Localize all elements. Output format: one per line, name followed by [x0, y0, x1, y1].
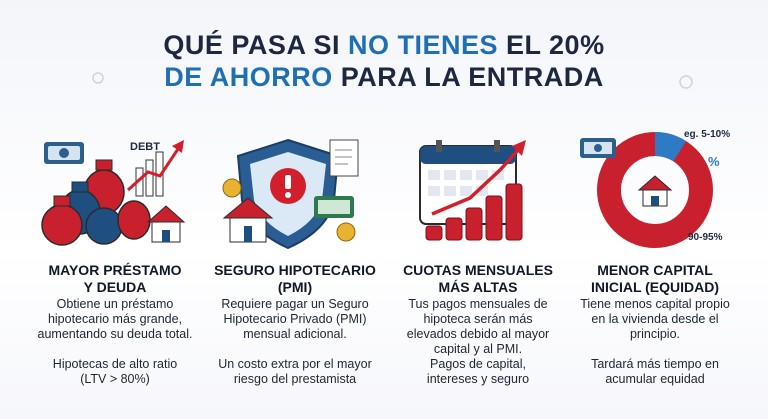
decor: [679, 75, 693, 89]
column-description: Obtiene un préstamo hipotecario más grand…: [22, 297, 208, 342]
decor: [92, 72, 104, 84]
description-line: aumentando su deuda total.: [37, 327, 193, 341]
title-line: DE AHORRO PARA LA ENTRADA: [0, 62, 768, 93]
title-text: QUÉ PASA SI: [163, 30, 340, 60]
heading-line: CUOTAS MENSUALES: [403, 262, 553, 278]
note-line: Hipotecas de alto ratio: [52, 357, 178, 371]
equity-icon: [580, 132, 713, 248]
note-line: Tardará más tiempo en: [591, 357, 719, 371]
column-note: Tardará más tiempo en acumular equidad: [562, 357, 748, 387]
description-line: Tus pagos mensuales de: [408, 297, 548, 311]
column-heading: CUOTAS MENSUALES MÁS ALTAS: [385, 262, 571, 296]
payments-icon: [419, 140, 526, 241]
description-line: en la vivienda desde el: [591, 312, 719, 326]
heading-line: (PMI): [277, 279, 313, 295]
heading-line: MAYOR PRÉSTAMO: [48, 262, 182, 278]
description-line: Requiere pagar un Seguro: [221, 297, 369, 311]
title-text: PARA LA ENTRADA: [340, 62, 604, 92]
column-heading: SEGURO HIPOTECARIO (PMI): [202, 262, 388, 296]
description-line: hipotecario más grande,: [47, 312, 183, 326]
debt-icon: [41, 140, 186, 246]
note-line: riesgo del prestamista: [233, 372, 357, 386]
heading-line: SEGURO HIPOTECARIO: [214, 262, 376, 278]
title-text: EL 20%: [506, 30, 605, 60]
title-highlight: NO TIENES: [347, 30, 498, 60]
heading-line: MENOR CAPITAL: [597, 262, 713, 278]
description-line: elevados debido al mayor: [406, 327, 550, 341]
column-heading: MENOR CAPITAL INICIAL (EQUIDAD): [562, 262, 748, 296]
column-description: Tiene menos capital propio en la vivienda…: [562, 297, 748, 342]
note-line: Pagos de capital,: [430, 357, 526, 371]
description-line: Obtiene un préstamo: [56, 297, 174, 311]
description-line: capital y al PMI.: [433, 342, 523, 356]
column-description: Tus pagos mensuales de hipoteca serán más…: [385, 297, 571, 357]
heading-line: INICIAL (EQUIDAD): [590, 279, 720, 295]
column-description: Requiere pagar un Seguro Hipotecario Priv…: [202, 297, 388, 342]
description-line: Hipotecario Privado (PMI): [223, 312, 367, 326]
icon-label: DEBT: [130, 141, 160, 153]
note-line: (LTV > 80%): [80, 372, 150, 386]
note-line: acumular equidad: [605, 372, 705, 386]
heading-line: Y DEUDA: [83, 279, 147, 295]
description-line: hipoteca serán más: [423, 312, 533, 326]
heading-line: MÁS ALTAS: [438, 279, 518, 295]
column-note: Hipotecas de alto ratio (LTV > 80%): [22, 357, 208, 387]
note-line: intereses y seguro: [426, 372, 530, 386]
icon-label: 90-95%: [688, 232, 723, 243]
column-note: Pagos de capital, intereses y seguro: [385, 357, 571, 387]
description-line: Tiene menos capital propio: [580, 297, 730, 311]
title-line: QUÉ PASA SI NO TIENES EL 20%: [0, 30, 768, 61]
description-line: principio.: [629, 327, 681, 341]
note-line: Un costo extra por el mayor: [218, 357, 372, 371]
icon-label: eg. 5-10%: [684, 129, 730, 140]
insurance-icon: [222, 138, 359, 250]
column-note: Un costo extra por el mayor riesgo del pr…: [202, 357, 388, 387]
icon-label: %: [708, 154, 720, 169]
column-heading: MAYOR PRÉSTAMO Y DEUDA: [22, 262, 208, 296]
description-line: mensual adicional.: [243, 327, 347, 341]
title-highlight: DE AHORRO: [164, 62, 333, 92]
